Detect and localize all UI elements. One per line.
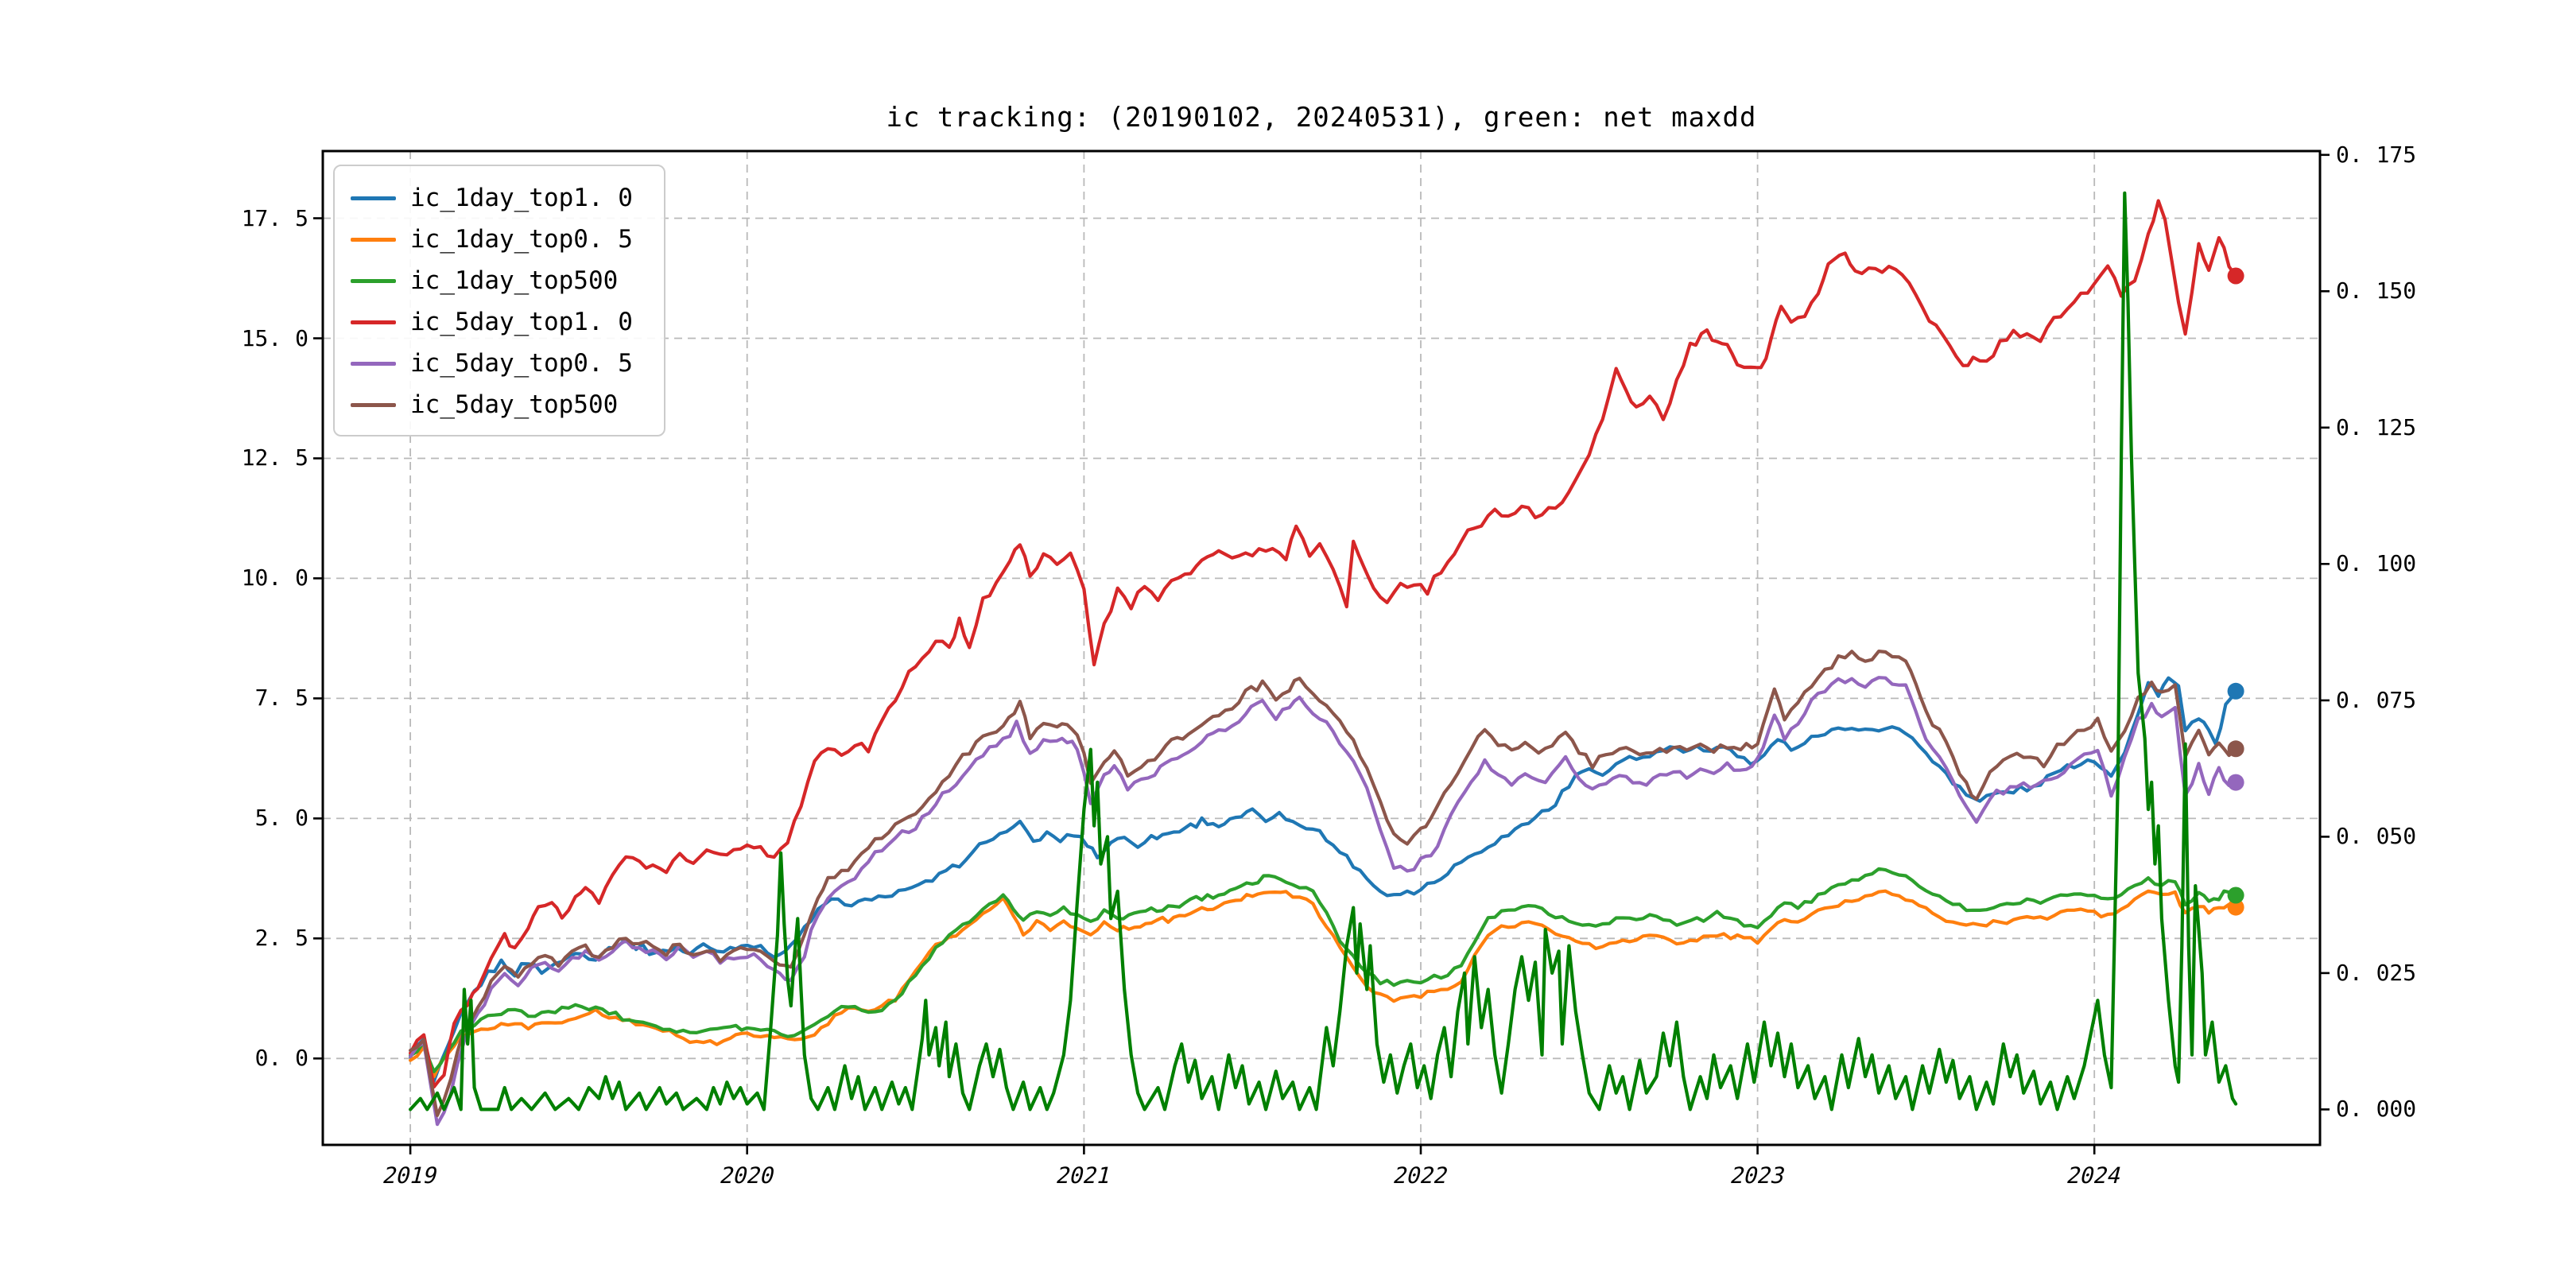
left-axis-tick-label: 10. 0: [241, 564, 308, 592]
plot-border: [321, 149, 2322, 1146]
legend-line-swatch: [351, 361, 396, 366]
legend-item: ic_5day_top0. 5: [351, 343, 646, 384]
legend-line-swatch: [351, 278, 396, 283]
legend: ic_1day_top1. 0 ic_1day_top0. 5 ic_1day_…: [333, 165, 665, 436]
right-axis-tick-label: 0. 150: [2336, 277, 2417, 305]
x-axis-tick-label: 2019: [380, 1162, 441, 1189]
legend-item: ic_5day_top500: [351, 384, 646, 425]
right-axis-tick-label: 0. 100: [2336, 550, 2417, 577]
x-axis-tick-label: 2022: [1391, 1162, 1451, 1189]
right-axis-tick-label: 0. 000: [2336, 1096, 2417, 1123]
series-line-ic_1day_top500: [409, 867, 2238, 1073]
legend-item: ic_5day_top1. 0: [351, 301, 646, 343]
right-axis-tick-label: 0. 175: [2336, 141, 2417, 168]
legend-item: ic_1day_top500: [351, 260, 646, 301]
right-axis-tick-label: 0. 025: [2336, 959, 2417, 986]
legend-label: ic_1day_top0. 5: [410, 225, 633, 254]
right-axis-tick-label: 0. 050: [2336, 823, 2417, 850]
right-axis-tick-label: 0. 075: [2336, 686, 2417, 713]
left-axis-tick-label: 15. 0: [241, 324, 308, 351]
left-axis-tick-label: 5. 0: [254, 805, 308, 832]
series-line-ic_5day_top0.5: [409, 676, 2238, 1127]
series-line-net_maxdd: [409, 191, 2238, 1111]
legend-label: ic_5day_top500: [410, 390, 619, 419]
legend-label: ic_5day_top1. 0: [410, 308, 633, 336]
legend-label: ic_5day_top0. 5: [410, 349, 633, 378]
series-end-dot-ic_1day_top0.5: [2227, 898, 2244, 916]
x-axis-tick-label: 2020: [717, 1162, 778, 1189]
legend-line-swatch: [351, 402, 396, 407]
legend-label: ic_1day_top1. 0: [410, 184, 633, 212]
series-line-ic_1day_top0.5: [409, 889, 2238, 1079]
legend-label: ic_1day_top500: [410, 266, 619, 295]
left-axis-tick-label: 17. 5: [241, 204, 308, 231]
left-axis-tick-label: 7. 5: [254, 685, 308, 712]
series-line-ic_5day_top500: [409, 650, 2238, 1117]
legend-line-swatch: [351, 237, 396, 242]
left-axis-tick-label: 2. 5: [254, 925, 308, 952]
series-end-dot-ic_1day_top500: [2227, 886, 2244, 904]
legend-line-swatch: [351, 320, 396, 324]
series-end-dot-ic_5day_top0.5: [2227, 774, 2244, 791]
chart-title: ic tracking: (20190102, 20240531), green…: [886, 102, 1757, 134]
legend-line-swatch: [351, 196, 396, 200]
x-axis-tick-label: 2021: [1053, 1162, 1115, 1189]
series-line-ic_5day_top1.0: [409, 199, 2238, 1089]
series-end-dot-ic_1day_top1.0: [2227, 682, 2244, 700]
left-axis-tick-label: 0. 0: [254, 1045, 308, 1072]
series-end-dot-ic_5day_top1.0: [2227, 267, 2244, 285]
legend-item: ic_1day_top0. 5: [351, 219, 646, 260]
right-axis-tick-label: 0. 125: [2336, 413, 2417, 440]
series-end-dot-ic_5day_top500: [2227, 740, 2244, 758]
legend-item: ic_1day_top1. 0: [351, 177, 646, 219]
left-axis-tick-label: 12. 5: [241, 444, 308, 471]
series-line-ic_1day_top1.0: [409, 676, 2238, 1083]
x-axis-tick-label: 2023: [1727, 1162, 1788, 1189]
x-axis-tick-label: 2024: [2064, 1162, 2125, 1189]
